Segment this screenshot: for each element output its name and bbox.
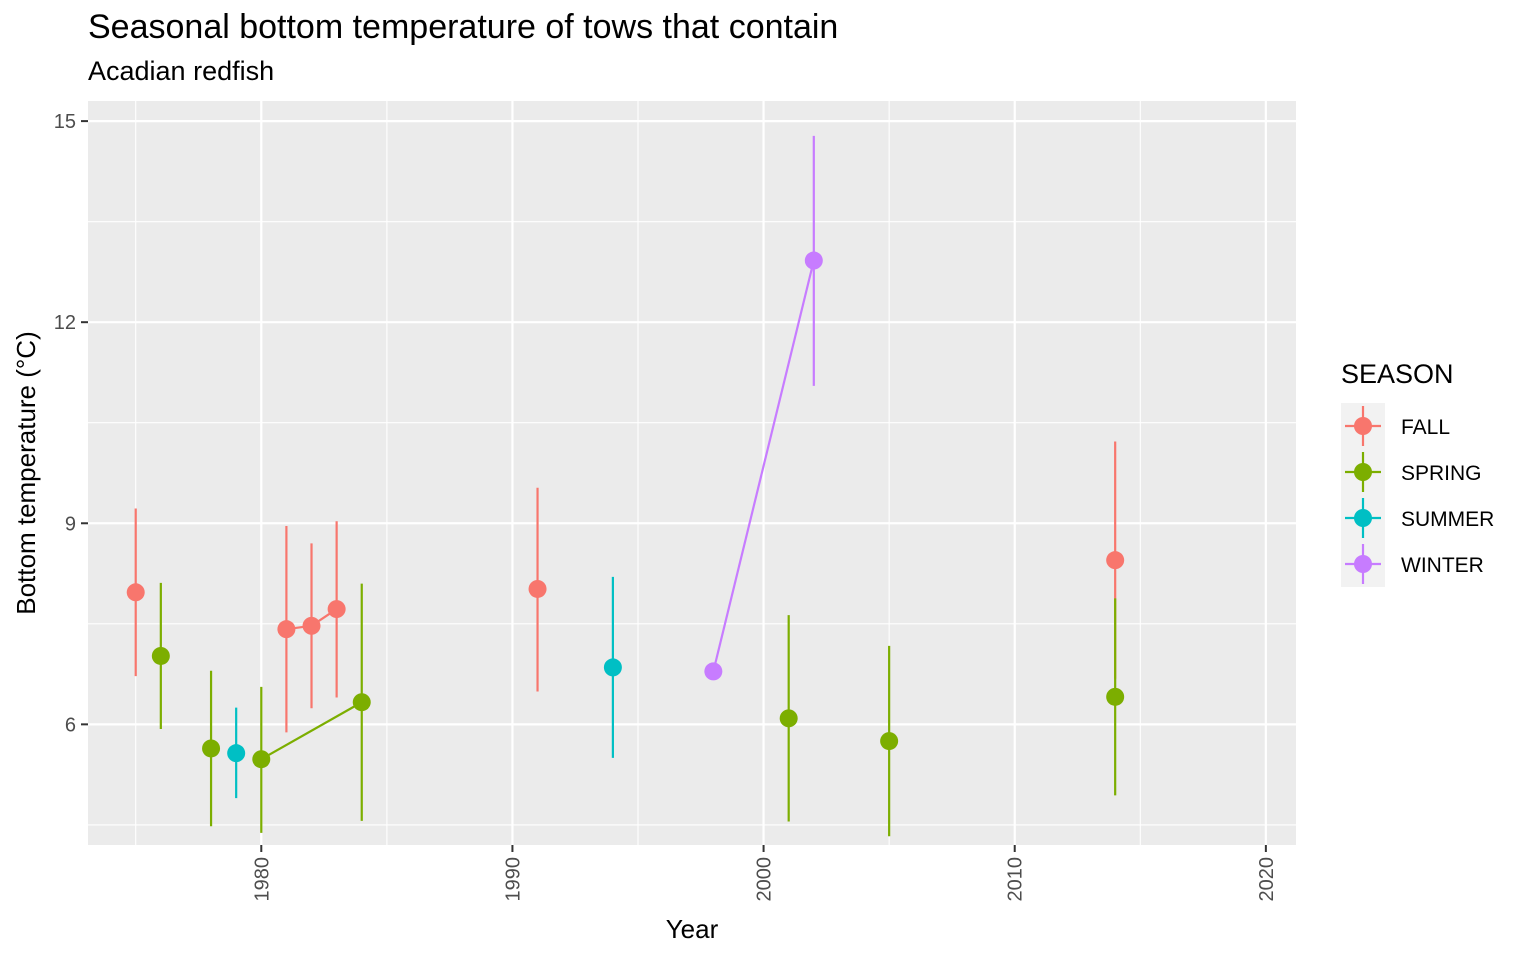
data-point [327, 600, 346, 619]
data-point [1106, 687, 1125, 706]
legend-key-point [1354, 555, 1372, 573]
data-point [1106, 551, 1125, 570]
legend-key-point [1354, 463, 1372, 481]
x-tick-label: 2010 [1005, 857, 1027, 902]
plot-panel [88, 101, 1296, 845]
legend-label: SUMMER [1401, 508, 1494, 531]
series-spring [151, 582, 1125, 837]
data-point [227, 744, 246, 763]
series-winter [704, 135, 823, 681]
legend: SEASON FALL SPRING SUMMER WINTER [1341, 359, 1494, 587]
data-point [126, 583, 145, 602]
legend-label: SPRING [1401, 462, 1482, 485]
y-tick-label: 6 [65, 714, 76, 736]
x-tick-label: 1980 [251, 857, 273, 902]
y-axis: 6 9 12 15 [54, 111, 88, 736]
grid-minor [88, 101, 1296, 845]
legend-key-point [1354, 509, 1372, 527]
chart-subtitle: Acadian redfish [88, 56, 274, 86]
legend-item-summer: SUMMER [1341, 495, 1494, 541]
data-point [603, 658, 622, 677]
data-point [528, 579, 547, 598]
legend-item-winter: WINTER [1341, 541, 1484, 587]
legend-item-fall: FALL [1341, 403, 1450, 449]
y-tick-label: 12 [54, 312, 76, 334]
legend-keys: FALL SPRING SUMMER WINTER [1341, 403, 1494, 587]
x-tick-label: 2020 [1256, 857, 1278, 902]
data-point [880, 732, 899, 751]
data-point [302, 616, 321, 635]
y-tick-label: 9 [65, 513, 76, 535]
data-point [252, 750, 271, 769]
data-point [804, 251, 823, 270]
series-line [260, 701, 363, 761]
x-tick-label: 1990 [502, 857, 524, 902]
data-point [352, 693, 371, 712]
data-point [151, 646, 170, 665]
y-axis-title: Bottom temperature (°C) [11, 331, 41, 615]
series-layer [126, 135, 1125, 837]
series-line [712, 260, 815, 672]
x-axis: 1980 1990 2000 2010 2020 [251, 845, 1278, 902]
y-tick-label: 15 [54, 111, 76, 133]
x-tick-label: 2000 [754, 857, 776, 902]
legend-item-spring: SPRING [1341, 449, 1482, 495]
chart-title: Seasonal bottom temperature of tows that… [88, 8, 838, 46]
series-summer [227, 576, 622, 799]
legend-label: WINTER [1401, 554, 1484, 577]
data-point [277, 620, 296, 639]
legend-title: SEASON [1341, 359, 1454, 389]
data-point [779, 709, 798, 728]
data-point [202, 739, 221, 758]
data-point [704, 662, 723, 681]
x-axis-title: Year [666, 914, 719, 944]
legend-label: FALL [1401, 416, 1450, 439]
legend-key-point [1354, 417, 1372, 435]
